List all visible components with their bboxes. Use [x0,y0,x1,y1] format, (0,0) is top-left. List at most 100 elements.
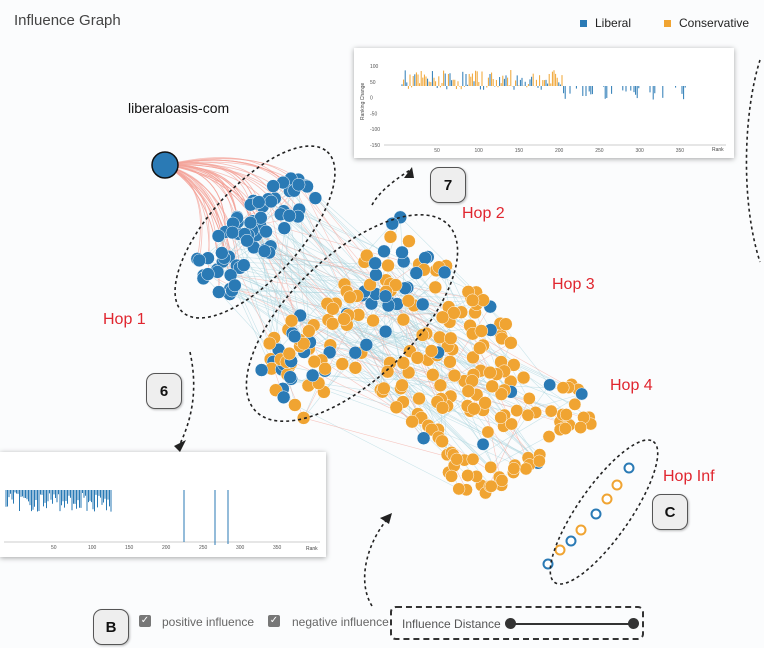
x-tick-label: 100 [88,545,97,551]
y-tick-label: 50 [370,80,376,86]
x-tick-label: 200 [162,545,171,551]
graph-edge [262,206,492,487]
graph-node [383,230,398,244]
graph-node [377,244,391,259]
graph-node [266,179,280,193]
influence-distance-control: Influence Distance [390,606,644,640]
graph-node [467,402,481,416]
positive-edge [164,164,290,216]
badge-b: B [93,609,129,645]
graph-node [424,344,439,358]
top-xlabel: Rank [712,147,724,153]
hop-inf-node [554,544,566,556]
hop-inf-node [565,535,577,547]
x-tick-label: 150 [515,148,524,154]
x-tick-label: 50 [434,148,440,154]
legend-liberal[interactable]: Liberal [580,16,631,30]
y-tick-label: 100 [370,64,379,70]
graph-node [396,312,411,327]
graph-node [409,266,424,280]
graph-node [476,437,490,451]
hopinf-ellipse [549,439,659,585]
graph-node [415,328,430,342]
influence-distance-max-handle[interactable] [628,618,639,629]
graph-node [360,248,374,263]
graph-node [237,258,251,272]
graph-node [474,324,489,338]
graph-node [443,355,457,369]
graph-node [287,329,302,344]
ranking-change-panel-left[interactable]: 50 100 150 200 250 300 350 Rank [0,452,326,557]
graph-node [558,422,572,435]
graph-node [262,336,277,351]
influence-distance-min-handle[interactable] [505,618,516,629]
graph-edge [289,353,536,413]
positive-edge [164,163,300,210]
graph-node [363,277,377,292]
graph-node [243,215,258,230]
legend-conservative-label: Conservative [679,16,750,30]
graph-node [504,336,518,350]
graph-node [277,221,292,235]
right-edge-curve [745,59,761,263]
graph-annotations [174,59,761,607]
graph-node [212,285,226,299]
graph-edge [284,228,432,430]
graph-node [395,378,409,393]
graph-node [519,462,533,476]
hop1-ellipse [174,145,336,319]
graph-node [510,404,524,418]
graph-node [522,392,536,405]
graph-node [288,398,302,412]
graph-node [308,191,323,205]
graph-node [296,336,311,351]
badge-7: 7 [430,167,466,203]
positive-edge [164,157,284,183]
graph-node [499,317,513,331]
graph-node [416,431,431,445]
x-tick-label: 200 [555,148,564,154]
influence-distance-label: Influence Distance [402,617,501,631]
graph-node [380,364,395,379]
graph-node [507,462,521,475]
graph-node [276,390,291,405]
graph-edge [400,375,455,389]
hop2-ellipse [245,213,459,423]
graph-node [322,345,337,360]
graph-node [494,411,508,424]
arrowhead-graph [380,513,392,524]
graph-edge [197,258,471,412]
positive-influence-checkbox[interactable]: ✓ [139,615,151,627]
hop-3-label: Hop 3 [552,276,595,293]
y-tick-label: -100 [370,127,380,133]
graph-node [415,297,430,312]
graph-node [447,306,461,320]
graph-edge [390,303,516,466]
x-tick-label: 250 [595,148,604,154]
graph-node [305,368,320,383]
graph-node [559,408,573,422]
graph-node [445,469,458,483]
graph-node [484,479,498,493]
x-tick-label: 150 [125,545,134,551]
x-tick-label: 300 [236,545,245,551]
graph-edge [303,284,371,419]
graph-node [543,378,557,392]
positive-influence-label: positive influence [162,615,255,629]
hop-inf-node [575,524,587,536]
graph-node [240,233,254,248]
negative-influence-label: negative influence [292,615,389,629]
graph-node [402,234,416,248]
graph-edge [259,225,540,462]
graph-node [465,293,480,308]
arrowhead-panel6 [174,440,186,452]
ranking-change-panel-top[interactable]: 50 100 150 200 250 300 350 100 50 0 -50 -100 -150 Ra… [354,48,734,158]
graph-node [478,396,492,410]
graph-node [428,280,443,295]
negative-influence-checkbox[interactable]: ✓ [268,615,280,627]
graph-node [516,370,531,385]
graph-node [252,195,266,209]
influence-distance-track[interactable] [510,623,632,625]
legend-conservative[interactable]: Conservative [664,16,749,30]
